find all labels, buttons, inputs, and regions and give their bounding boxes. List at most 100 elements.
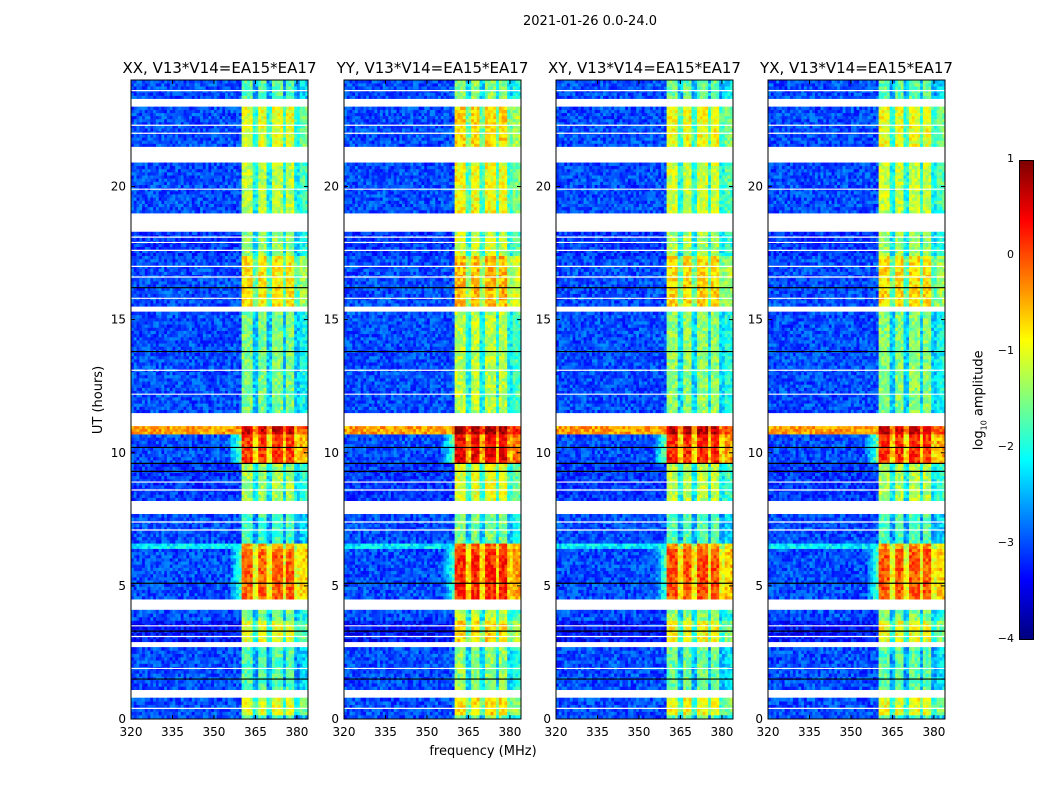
heatmap-cell <box>247 650 250 654</box>
heatmap-cell <box>137 534 140 538</box>
heatmap-cell <box>233 712 236 716</box>
heatmap-cell <box>239 686 242 690</box>
heatmap-cell <box>289 712 292 716</box>
heatmap-cell <box>258 530 261 534</box>
heatmap-cell <box>225 620 228 623</box>
heatmap-cell <box>242 546 245 549</box>
heatmap-cell <box>161 583 164 586</box>
heatmap-cell <box>192 552 195 555</box>
heatmap-cell <box>258 698 261 702</box>
heatmap-cell <box>189 620 192 623</box>
heatmap-cell <box>255 620 258 623</box>
heatmap-cell <box>264 650 267 654</box>
heatmap-cell <box>228 571 231 574</box>
heatmap-cell <box>278 654 281 658</box>
heatmap-cell <box>300 571 303 574</box>
heatmap-cell <box>159 660 162 664</box>
heatmap-cell <box>175 587 178 590</box>
heatmap-cell <box>247 537 250 541</box>
heatmap-cell <box>192 587 195 590</box>
heatmap-cell <box>164 673 167 677</box>
heatmap-cell <box>255 583 258 586</box>
heatmap-cell <box>302 650 305 654</box>
heatmap-cell <box>253 647 256 651</box>
heatmap-cell <box>206 587 209 590</box>
heatmap-cell <box>264 701 267 705</box>
heatmap-cell <box>211 647 214 651</box>
heatmap-cell <box>253 712 256 716</box>
heatmap-cell <box>225 552 228 555</box>
heatmap-cell <box>184 568 187 571</box>
heatmap-cell <box>208 686 211 690</box>
heatmap-cell <box>264 537 267 541</box>
heatmap-cell <box>203 596 206 599</box>
heatmap-cell <box>267 540 270 544</box>
heatmap-cell <box>214 712 217 716</box>
heatmap-cell <box>255 698 258 702</box>
heatmap-cell <box>291 617 294 621</box>
heatmap-cell <box>283 558 286 561</box>
heatmap-cell <box>278 568 281 571</box>
heatmap-cell <box>236 701 239 705</box>
heatmap-cell <box>302 561 305 564</box>
heatmap-cell <box>159 698 162 702</box>
heatmap-cell <box>272 546 275 549</box>
heatmap-cell <box>269 530 272 534</box>
heatmap-cell <box>244 552 247 555</box>
heatmap-cell <box>172 568 175 571</box>
heatmap-cell <box>289 613 292 617</box>
heatmap-cell <box>272 558 275 561</box>
heatmap-cell <box>300 650 303 654</box>
heatmap-cell <box>148 647 151 651</box>
heatmap-cell <box>278 663 281 667</box>
heatmap-cell <box>280 680 283 684</box>
heatmap-cell <box>167 577 170 580</box>
heatmap-cell <box>156 633 159 636</box>
heatmap-cell <box>211 657 214 661</box>
heatmap-cell <box>250 617 253 621</box>
heatmap-cell <box>258 617 261 621</box>
heatmap-cell <box>286 555 289 558</box>
heatmap-cell <box>208 561 211 564</box>
heatmap-cell <box>258 670 261 674</box>
heatmap-cell <box>184 593 187 596</box>
heatmap-cell <box>137 546 140 549</box>
heatmap-cell <box>247 620 250 623</box>
heatmap-cell <box>222 537 225 541</box>
heatmap-cell <box>156 546 159 549</box>
heatmap-cell <box>253 639 256 642</box>
heatmap-cell <box>178 698 181 702</box>
heatmap-cell <box>250 543 253 546</box>
heatmap-cell <box>145 613 148 617</box>
heatmap-cell <box>153 568 156 571</box>
heatmap-cell <box>200 701 203 705</box>
heatmap-cell <box>150 574 153 577</box>
heatmap-cell <box>195 590 198 593</box>
heatmap-cell <box>264 549 267 552</box>
heatmap-cell <box>197 610 200 614</box>
heatmap-cell <box>206 583 209 586</box>
heatmap-cell <box>250 633 253 636</box>
heatmap-cell <box>225 657 228 661</box>
heatmap-cell <box>148 657 151 661</box>
heatmap-cell <box>239 627 242 630</box>
heatmap-cell <box>170 537 173 541</box>
heatmap-cell <box>197 530 200 534</box>
heatmap-cell <box>175 577 178 580</box>
heatmap-cell <box>159 680 162 684</box>
heatmap-cell <box>175 617 178 621</box>
heatmap-cell <box>269 561 272 564</box>
heatmap-cell <box>172 633 175 636</box>
heatmap-cell <box>242 537 245 541</box>
heatmap-cell <box>253 561 256 564</box>
heatmap-cell <box>267 670 270 674</box>
heatmap-cell <box>286 587 289 590</box>
heatmap-cell <box>181 549 184 552</box>
heatmap-cell <box>145 663 148 667</box>
heatmap-cell <box>181 583 184 586</box>
heatmap-cell <box>300 660 303 664</box>
heatmap-cell <box>255 590 258 593</box>
heatmap-cell <box>242 686 245 690</box>
heatmap-cell <box>192 673 195 677</box>
heatmap-cell <box>261 558 264 561</box>
